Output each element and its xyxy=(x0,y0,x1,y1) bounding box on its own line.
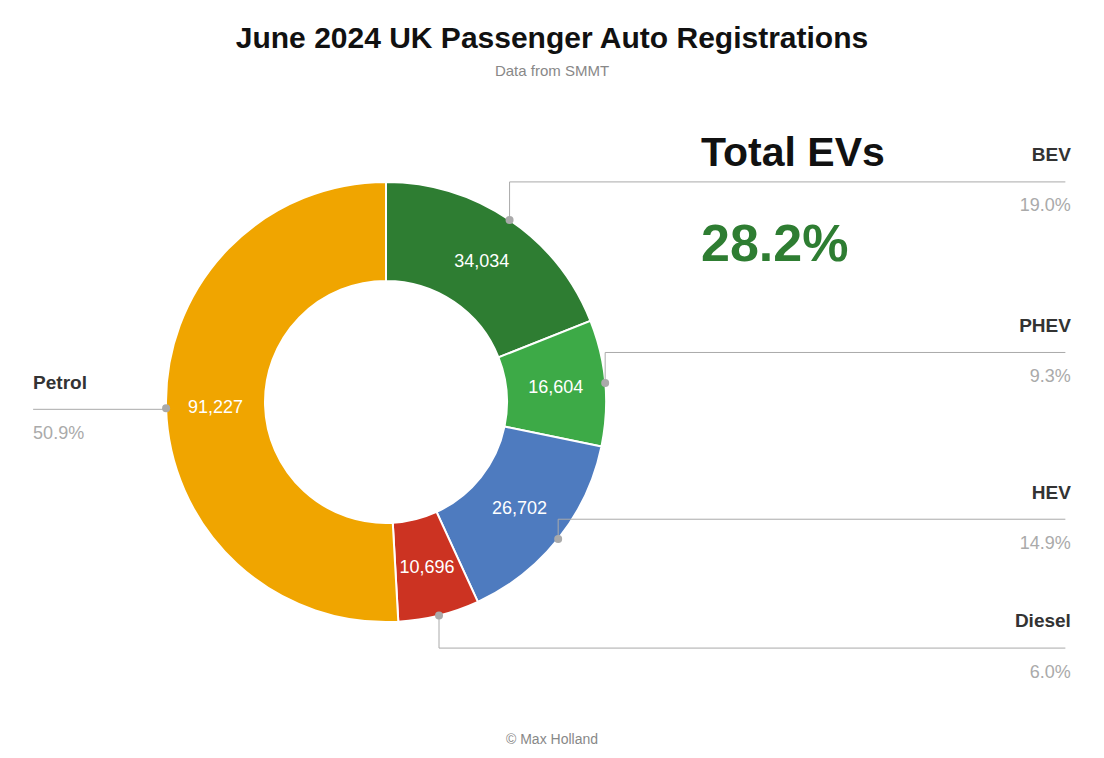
leader-line xyxy=(509,182,510,220)
slice-percentage: 9.3% xyxy=(1030,366,1071,386)
value-label: 10,696 xyxy=(400,557,455,577)
leader-line xyxy=(33,409,166,410)
title: June 2024 UK Passenger Auto Registration… xyxy=(236,21,868,54)
slice-name: PHEV xyxy=(1019,315,1071,336)
slice-percentage: 50.9% xyxy=(33,423,84,443)
slice-percentage: 6.0% xyxy=(1030,662,1071,682)
leader-dot xyxy=(435,612,443,620)
leader-line xyxy=(439,648,1065,649)
value-label: 26,702 xyxy=(492,498,547,518)
leader-line xyxy=(558,519,1065,520)
slice-percentage: 14.9% xyxy=(1020,533,1071,553)
slice-name: HEV xyxy=(1032,482,1071,503)
annotation: 28.2% xyxy=(701,214,848,272)
leader-line xyxy=(439,616,440,649)
leader-line xyxy=(605,352,606,382)
caption: © Max Holland xyxy=(506,731,598,747)
value-label: 91,227 xyxy=(188,397,243,417)
value-label: 16,604 xyxy=(528,377,583,397)
leader-dot xyxy=(162,404,170,412)
slice xyxy=(386,182,590,357)
leader-dot xyxy=(554,535,562,543)
leader-dot xyxy=(601,379,609,387)
donut: 34,034 16,604 26,702 10,696 91,227 xyxy=(166,182,606,622)
leader-line xyxy=(510,181,1066,182)
slice-name: BEV xyxy=(1032,144,1071,165)
leader-dot xyxy=(506,216,514,224)
chart: June 2024 UK Passenger Auto Registration… xyxy=(0,0,1104,758)
slice-name: Petrol xyxy=(33,372,87,393)
slice-name: Diesel xyxy=(1015,610,1071,631)
subtitle: Data from SMMT xyxy=(495,62,609,79)
slice-percentage: 19.0% xyxy=(1020,195,1071,215)
annotation: Total EVs xyxy=(701,129,885,175)
leader-line xyxy=(605,352,1065,353)
value-label: 34,034 xyxy=(454,251,509,271)
slice xyxy=(166,182,398,622)
slice xyxy=(393,512,478,622)
leaders: BEV 19.0% PHEV 9.3% HEV 14.9% Diesel 6.0% Petrol… xyxy=(33,144,1071,681)
